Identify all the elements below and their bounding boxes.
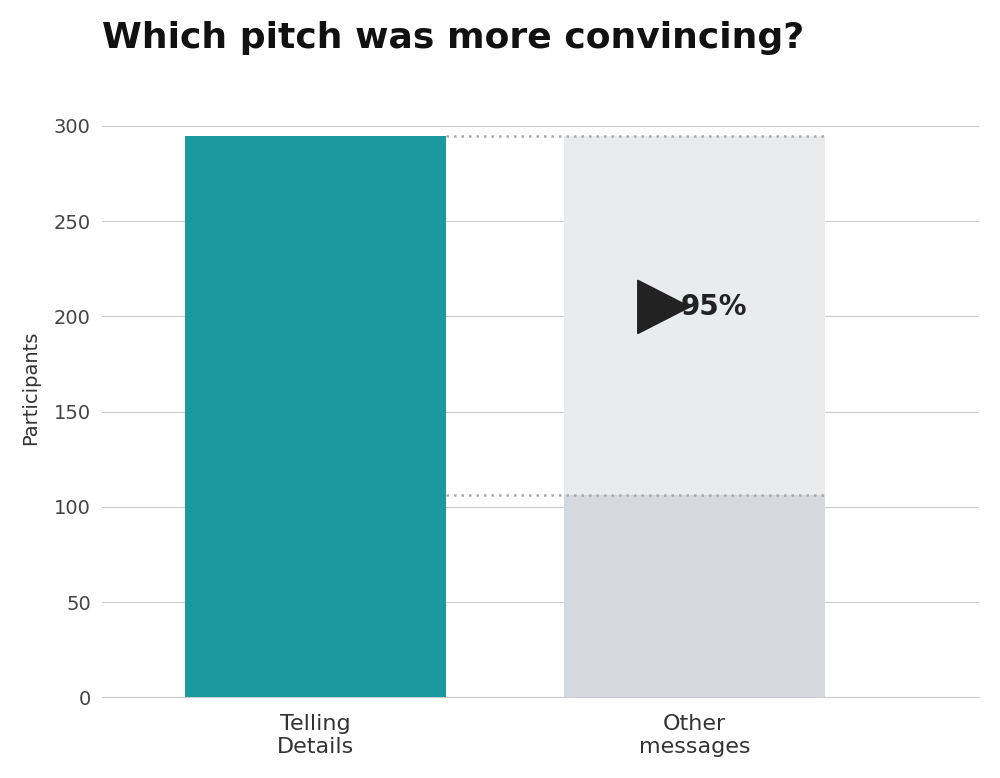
Text: 95%: 95% (680, 293, 747, 321)
Y-axis label: Participants: Participants (21, 331, 40, 445)
Bar (564, 135, 825, 496)
Bar (564, 496, 825, 697)
Text: Which pitch was more convincing?: Which pitch was more convincing? (102, 21, 804, 54)
Polygon shape (638, 280, 690, 334)
Bar (185, 135, 446, 697)
